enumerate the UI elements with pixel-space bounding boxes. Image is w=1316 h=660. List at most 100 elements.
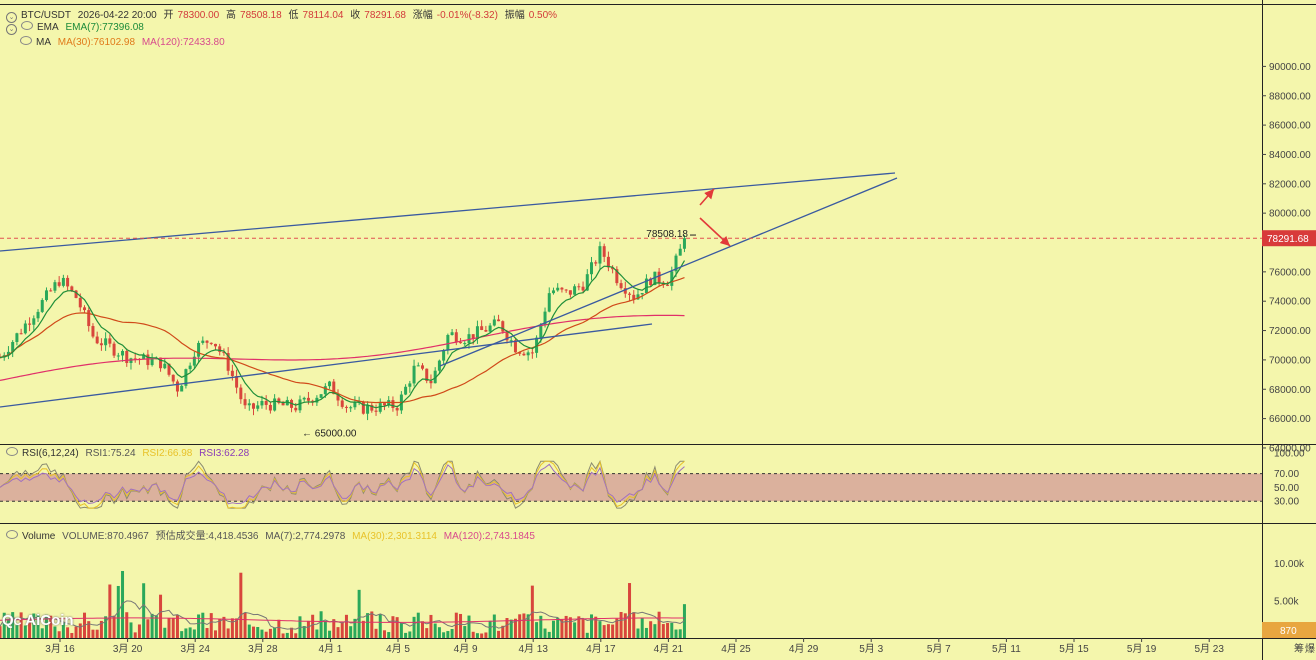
close-value: 78291.68 xyxy=(364,10,406,21)
x-tick-label: 3月 16 xyxy=(45,643,75,655)
symbol-label: BTC/USDT xyxy=(21,10,71,21)
volume-bar xyxy=(412,616,416,638)
volume-bar xyxy=(285,632,289,638)
candle-body xyxy=(404,386,408,395)
candle-body xyxy=(437,360,441,371)
low-value: 78114.04 xyxy=(302,10,344,21)
ma120-value: MA(120):72433.80 xyxy=(141,37,225,48)
volume-bar xyxy=(543,628,547,638)
amplitude-label: 振幅 xyxy=(504,10,525,21)
x-tick-label: 5月 3 xyxy=(859,643,883,655)
volume-bar xyxy=(222,616,226,638)
volume-bar xyxy=(205,628,209,638)
candle-body xyxy=(40,300,44,312)
rsi2-line xyxy=(0,460,685,509)
candle-body xyxy=(256,405,260,409)
volume-bar xyxy=(670,622,674,638)
volume-bar xyxy=(171,617,175,638)
candle-body xyxy=(564,289,568,291)
candle-body xyxy=(222,351,226,354)
volume-bar xyxy=(446,631,450,638)
collapse-icon[interactable]: ⌄ xyxy=(6,12,17,23)
rsi1-line xyxy=(0,460,685,509)
volume-bar xyxy=(518,614,522,638)
rsi1-value: RSI1:75.24 xyxy=(85,448,136,459)
candle-body xyxy=(247,403,251,406)
ema-legend: ⌄ EMA EMA(7):77396.08 xyxy=(6,21,148,35)
eye-icon[interactable] xyxy=(6,530,18,539)
x-tick-label: 5月 15 xyxy=(1059,643,1089,655)
volume-bar xyxy=(273,627,277,638)
lower-trendline xyxy=(0,323,653,408)
candle-body xyxy=(497,319,501,322)
open-label: 开 xyxy=(163,10,174,21)
candle-body xyxy=(644,278,648,294)
volume-bar xyxy=(125,612,129,638)
candle-body xyxy=(366,405,370,414)
volume-bar xyxy=(188,627,192,638)
volume-bar xyxy=(551,620,555,638)
eye-icon[interactable] xyxy=(21,21,33,30)
volume-bar xyxy=(653,624,657,638)
volume-bar xyxy=(581,619,585,638)
volume-bar xyxy=(61,622,65,638)
volume-bar xyxy=(19,612,23,638)
rsi3-line xyxy=(0,463,685,505)
volume-bar xyxy=(15,625,19,638)
candle-body xyxy=(285,399,289,406)
volume-bar xyxy=(184,628,188,638)
eye-icon[interactable] xyxy=(6,447,18,456)
rising-support-line xyxy=(439,177,898,367)
low-annotation: ← 65000.00 xyxy=(302,428,357,439)
volume-bar xyxy=(2,612,6,638)
volume-bar xyxy=(226,628,230,638)
eye-icon[interactable] xyxy=(20,36,32,45)
candle-body xyxy=(129,358,133,363)
volume-bar xyxy=(78,623,82,638)
candle-body xyxy=(57,282,61,286)
candle-body xyxy=(361,401,365,414)
y-tick-label: 88000.00 xyxy=(1269,91,1311,102)
x-tick-label: 4月 5 xyxy=(386,643,410,655)
volume-bar xyxy=(632,612,636,638)
candle-body xyxy=(319,394,323,398)
candle-body xyxy=(11,342,15,352)
low-label: 低 xyxy=(288,10,299,21)
candle-body xyxy=(628,293,632,295)
candle-body xyxy=(104,338,108,346)
volume-bar xyxy=(0,626,2,638)
volume-bar xyxy=(644,627,648,638)
volume-bar xyxy=(57,631,61,638)
candle-body xyxy=(294,407,298,411)
x-tick-label: 4月 25 xyxy=(721,643,751,655)
volume-bar xyxy=(23,625,27,638)
x-tick-label: 3月 20 xyxy=(113,643,143,655)
volume-bar xyxy=(315,629,319,638)
volume-bar xyxy=(547,631,551,638)
candle-body xyxy=(522,353,526,356)
volume-legend: Volume VOLUME:870.4967 预估成交量:4,418.4536 … xyxy=(6,527,539,542)
x-tick-label: 3月 28 xyxy=(248,643,278,655)
volume-bar xyxy=(247,624,251,638)
volume-bar xyxy=(450,628,454,638)
candle-body xyxy=(53,282,57,291)
candle-body xyxy=(530,352,534,354)
candle-body xyxy=(480,326,484,330)
axis-extra-label: 筹 xyxy=(1294,642,1304,655)
volume-bar xyxy=(235,618,239,638)
volume-ma120: MA(120):2,743.1845 xyxy=(443,531,535,542)
volume-bar xyxy=(535,622,539,638)
volume-bar xyxy=(349,626,353,638)
collapse-icon[interactable]: ⌄ xyxy=(6,24,17,35)
x-tick-label: 3月 24 xyxy=(180,643,210,655)
current-price-tag xyxy=(1262,230,1316,247)
volume-bar xyxy=(475,633,479,638)
candle-body xyxy=(395,408,399,411)
rsi-tick-label: 50.00 xyxy=(1274,483,1299,494)
candle-body xyxy=(425,368,429,381)
candle-body xyxy=(471,334,475,339)
x-tick-label: 5月 7 xyxy=(927,643,951,655)
volume-bar xyxy=(366,613,370,638)
volume-bar xyxy=(395,617,399,638)
